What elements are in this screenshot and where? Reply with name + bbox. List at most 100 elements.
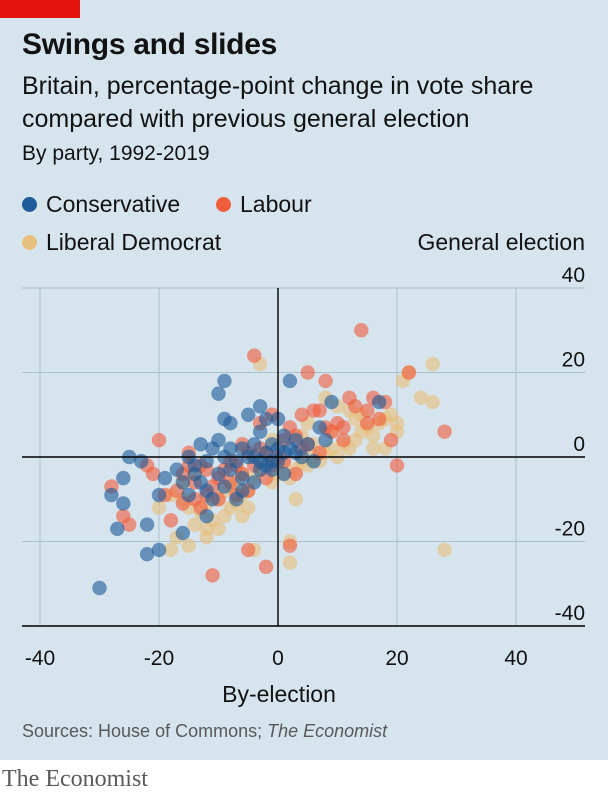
- data-point: [205, 492, 220, 507]
- data-point: [318, 373, 333, 389]
- data-point: [336, 432, 351, 448]
- data-point: [157, 470, 173, 486]
- data-point: [276, 466, 292, 482]
- data-point: [318, 432, 333, 448]
- legend-label-conservative: Conservative: [46, 191, 181, 217]
- data-point: [163, 513, 179, 528]
- data-point: [235, 470, 250, 486]
- brand-logo-text: The Economist: [2, 766, 148, 792]
- data-point: [175, 525, 190, 541]
- data-point: [92, 580, 107, 596]
- data-point: [133, 454, 149, 469]
- legend-dot-labour: [216, 197, 231, 212]
- y-tick-label: 20: [562, 349, 585, 372]
- data-point: [306, 454, 321, 469]
- data-point: [288, 445, 304, 460]
- data-point: [223, 441, 238, 456]
- data-point: [282, 555, 298, 570]
- chart-subtitle: Britain, percentage-point change in vote…: [22, 72, 534, 133]
- data-point: [282, 538, 298, 553]
- data-point: [169, 462, 185, 477]
- data-point: [312, 403, 327, 418]
- data-point: [300, 437, 315, 452]
- data-point: [181, 538, 196, 553]
- data-point: [276, 428, 292, 444]
- data-point: [247, 475, 262, 490]
- data-point: [163, 542, 179, 558]
- data-point: [241, 407, 256, 422]
- y-axis-title: General election: [418, 229, 586, 255]
- data-point: [312, 420, 327, 435]
- data-point: [211, 466, 226, 482]
- data-point: [199, 530, 214, 545]
- data-point: [122, 517, 137, 532]
- data-point: [336, 420, 351, 435]
- data-point: [187, 458, 202, 473]
- data-point: [389, 416, 405, 431]
- footer-bar: [0, 760, 608, 799]
- source-italic: The Economist: [267, 721, 388, 741]
- data-point: [217, 479, 232, 494]
- source-prefix: Sources: House of Commons;: [22, 721, 268, 741]
- data-point: [389, 458, 405, 473]
- source-note: Sources: House of Commons; The Economist: [22, 721, 387, 742]
- chart-subtitle-units: By party, 1992-2019: [22, 142, 210, 165]
- y-tick-label: -20: [555, 518, 585, 541]
- legend-item-liberal-democrat: Liberal Democrat: [22, 229, 221, 256]
- legend-item-labour: Labour: [216, 191, 312, 218]
- y-tick-label: -40: [555, 602, 585, 625]
- x-axis-title: By-election: [222, 681, 336, 707]
- x-tick-label: -20: [144, 647, 174, 670]
- data-point: [217, 373, 232, 389]
- data-point: [354, 323, 369, 338]
- data-point: [360, 403, 375, 418]
- data-point: [241, 542, 256, 558]
- legend-label-labour: Labour: [240, 191, 312, 217]
- data-point: [247, 348, 262, 363]
- chart-points: [92, 323, 452, 596]
- data-point: [425, 394, 440, 410]
- data-point: [205, 568, 220, 583]
- x-tick-label: 0: [272, 647, 284, 670]
- data-point: [104, 487, 119, 503]
- data-point: [264, 462, 280, 477]
- data-point: [288, 466, 304, 482]
- data-point: [324, 394, 339, 410]
- data-point: [258, 411, 274, 427]
- legend-dot-conservative: [22, 197, 37, 212]
- brand-red-tag: [0, 0, 80, 18]
- data-point: [437, 424, 452, 439]
- data-point: [437, 542, 452, 558]
- data-point: [116, 470, 131, 486]
- data-point: [366, 441, 381, 456]
- data-point: [360, 416, 375, 431]
- chart-labels: -40 -20 0 20 40 40 20 0 -20 -40 By-election General…: [25, 229, 585, 707]
- x-tick-label: 20: [385, 647, 408, 670]
- data-point: [211, 386, 226, 401]
- data-point: [175, 475, 190, 490]
- x-tick-label: 40: [504, 647, 527, 670]
- x-tick-label: -40: [25, 647, 55, 670]
- data-point: [294, 407, 309, 422]
- data-point: [282, 373, 298, 389]
- data-point: [199, 508, 214, 524]
- data-point: [288, 432, 304, 448]
- data-point: [258, 559, 274, 575]
- data-point: [187, 517, 202, 532]
- data-point: [247, 437, 262, 452]
- data-point: [139, 517, 155, 532]
- chart-title: Swings and slides: [22, 28, 277, 61]
- data-point: [413, 390, 428, 406]
- data-point: [252, 399, 268, 414]
- y-tick-label: 40: [562, 264, 585, 287]
- data-point: [300, 365, 315, 380]
- data-point: [151, 500, 167, 515]
- data-point: [235, 508, 250, 524]
- data-point: [151, 487, 167, 503]
- data-point: [371, 411, 387, 427]
- data-point: [223, 416, 238, 431]
- data-point: [110, 521, 125, 537]
- data-point: [252, 424, 268, 439]
- data-point: [193, 437, 208, 452]
- data-point: [383, 432, 399, 448]
